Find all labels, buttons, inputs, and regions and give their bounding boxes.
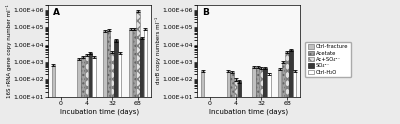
- Bar: [85, 55, 88, 124]
- Bar: [52, 65, 55, 124]
- Bar: [286, 52, 289, 124]
- Bar: [252, 67, 256, 124]
- Bar: [132, 29, 136, 124]
- Bar: [78, 59, 81, 124]
- Bar: [129, 29, 132, 124]
- Y-axis label: 16S rRNA gene copy number ml⁻¹: 16S rRNA gene copy number ml⁻¹: [6, 4, 12, 98]
- Bar: [201, 71, 204, 124]
- Bar: [289, 50, 292, 124]
- X-axis label: Incubation time (days): Incubation time (days): [209, 109, 288, 115]
- Text: A: A: [53, 8, 60, 17]
- Bar: [136, 11, 140, 124]
- Bar: [293, 71, 296, 124]
- Bar: [260, 68, 263, 124]
- Bar: [278, 69, 282, 124]
- Legend: Ctrl-fracture, Acetate, Ac+SO₄²⁻, SO₄²⁻, Ctrl-H₂O: Ctrl-fracture, Acetate, Ac+SO₄²⁻, SO₄²⁻,…: [305, 42, 351, 77]
- X-axis label: Incubation time (days): Incubation time (days): [60, 109, 139, 115]
- Bar: [118, 53, 121, 124]
- Bar: [282, 62, 285, 124]
- Bar: [114, 40, 118, 124]
- Bar: [81, 57, 84, 124]
- Bar: [110, 52, 114, 124]
- Bar: [227, 71, 230, 124]
- Bar: [88, 53, 92, 124]
- Bar: [234, 79, 238, 124]
- Bar: [140, 38, 144, 124]
- Y-axis label: dsrB copy numbers ml⁻¹: dsrB copy numbers ml⁻¹: [155, 17, 161, 84]
- Bar: [92, 57, 96, 124]
- Bar: [103, 31, 106, 124]
- Bar: [230, 72, 234, 124]
- Bar: [264, 68, 267, 124]
- Bar: [256, 67, 260, 124]
- Bar: [107, 30, 110, 124]
- Bar: [267, 74, 270, 124]
- Text: B: B: [202, 8, 209, 17]
- Bar: [144, 29, 147, 124]
- Bar: [238, 81, 241, 124]
